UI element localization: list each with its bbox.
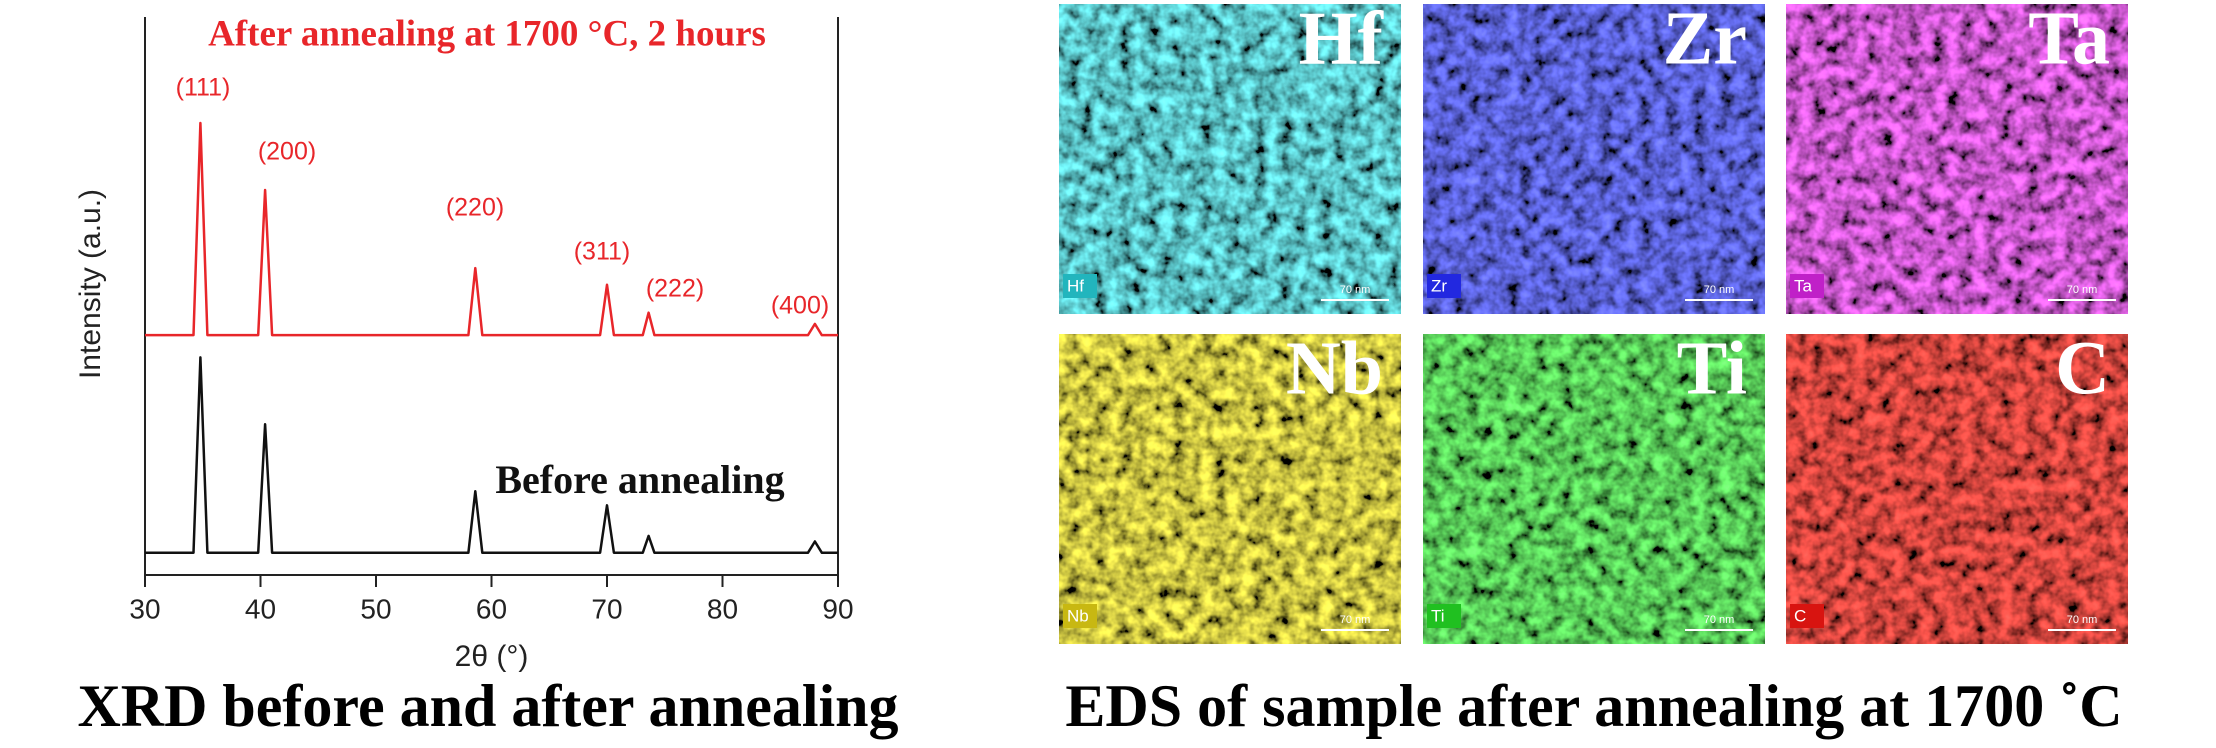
series-label: Before annealing: [495, 457, 784, 502]
element-tag: C: [1794, 606, 1806, 625]
eds-texture: [1059, 4, 1401, 314]
eds-panel: C C 70 nm: [1786, 326, 2128, 644]
caption: EDS of sample after annealing at 1700 ˚C: [1065, 673, 2122, 739]
peak-label: (311): [574, 238, 631, 266]
eds-panel: Ti Ti 70 nm: [1423, 326, 1765, 644]
y-axis-label: Intensity (a.u.): [74, 189, 107, 379]
element-label: Hf: [1299, 0, 1385, 80]
tag-box: [1790, 274, 1824, 298]
tag-box: [1790, 604, 1824, 628]
element-label: Zr: [1663, 0, 1747, 80]
x-tick-label: 60: [476, 593, 507, 624]
scale-label: 70 nm: [1340, 614, 1371, 626]
eds-texture: [1786, 334, 2128, 644]
eds-panel: Hf Hf 70 nm: [1059, 0, 1401, 314]
chart-title: After annealing at 1700 °C, 2 hours: [208, 13, 766, 54]
x-tick-label: 50: [360, 593, 391, 624]
element-label: Ti: [1677, 326, 1747, 410]
x-tick-label: 30: [129, 593, 160, 624]
tag-box: [1427, 604, 1461, 628]
eds-panel: Zr Zr 70 nm: [1423, 0, 1765, 314]
peak-label: (111): [176, 74, 231, 102]
caption: XRD before and after annealing: [77, 673, 898, 739]
scale-label: 70 nm: [1704, 614, 1735, 626]
tag-box: [1063, 274, 1097, 298]
element-label: Ta: [2028, 0, 2110, 80]
element-tag: Zr: [1431, 276, 1447, 295]
element-tag: Nb: [1067, 606, 1089, 625]
tag-box: [1427, 274, 1461, 298]
eds-panel: Ta Ta 70 nm: [1786, 0, 2128, 314]
x-tick-label: 90: [822, 593, 853, 624]
peak-label: (200): [258, 138, 316, 166]
scale-label: 70 nm: [1340, 284, 1371, 296]
tag-box: [1063, 604, 1097, 628]
element-label: C: [2055, 326, 2110, 410]
eds-panel: Nb Nb 70 nm: [1059, 326, 1401, 644]
xrd-line: [145, 121, 838, 337]
scale-label: 70 nm: [1704, 284, 1735, 296]
peak-label: (222): [646, 275, 704, 303]
x-tick-label: 70: [591, 593, 622, 624]
element-tag: Hf: [1067, 276, 1084, 295]
eds-texture: [1423, 4, 1765, 314]
x-tick-label: 80: [707, 593, 738, 624]
scale-label: 70 nm: [2067, 284, 2098, 296]
eds-texture: [1059, 334, 1401, 644]
peak-label: (400): [771, 292, 829, 320]
x-tick-label: 40: [245, 593, 276, 624]
eds-texture: [1423, 334, 1765, 644]
xrd-line: [145, 356, 838, 554]
element-label: Nb: [1286, 326, 1383, 410]
element-tag: Ti: [1431, 606, 1445, 625]
x-axis-label: 2θ (°): [455, 640, 529, 673]
element-tag: Ta: [1794, 276, 1813, 295]
peak-label: (220): [446, 194, 504, 222]
eds-texture: [1786, 4, 2128, 314]
scale-label: 70 nm: [2067, 614, 2098, 626]
